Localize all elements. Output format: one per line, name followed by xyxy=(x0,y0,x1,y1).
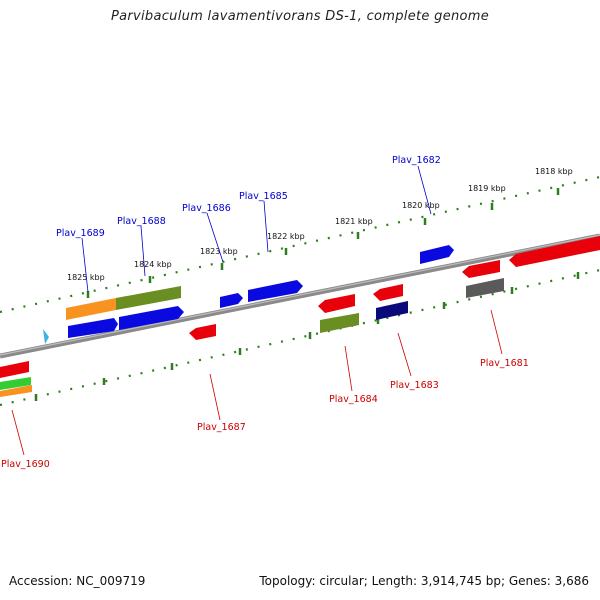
scale-label: 1819 kbp xyxy=(468,184,506,193)
gene-arrow-red[interactable] xyxy=(509,236,600,267)
scale-label: 1822 kbp xyxy=(267,232,305,241)
gene-arrow-red[interactable] xyxy=(0,361,29,378)
outer-tick-track xyxy=(0,175,600,314)
gene-label-forward[interactable]: Plav_1686 xyxy=(182,203,231,214)
major-ticks xyxy=(34,188,580,401)
genome-summary-text: Topology: circular; Length: 3,914,745 bp… xyxy=(259,574,589,588)
scale-label: 1824 kbp xyxy=(134,260,172,269)
gene-arrow-blue[interactable] xyxy=(119,306,184,330)
scale-label: 1820 kbp xyxy=(402,201,440,210)
gene-label-reverse[interactable]: Plav_1681 xyxy=(480,358,529,369)
gene-label-reverse[interactable]: Plav_1687 xyxy=(197,422,246,433)
gene-label-reverse[interactable]: Plav_1690 xyxy=(1,459,50,470)
gene-arrow-red[interactable] xyxy=(189,324,216,340)
forward-genes[interactable] xyxy=(43,245,454,344)
reverse-gene-labels: Plav_1690 Plav_1687 Plav_1684 Plav_1683 … xyxy=(1,309,529,470)
scale-labels: 1825 kbp 1824 kbp 1823 kbp 1822 kbp 1821… xyxy=(67,167,573,282)
gene-arrow-cyan[interactable] xyxy=(43,329,49,344)
gene-arrow-green[interactable] xyxy=(0,377,31,390)
gene-arrow-blue[interactable] xyxy=(248,280,303,302)
accession-text: Accession: NC_009719 xyxy=(9,574,146,588)
gene-label-reverse[interactable]: Plav_1684 xyxy=(329,394,378,405)
gene-label-forward[interactable]: Plav_1689 xyxy=(56,228,105,239)
forward-gene-labels: Plav_1689 Plav_1688 Plav_1686 Plav_1685 … xyxy=(56,155,441,293)
gene-arrow-blue[interactable] xyxy=(420,245,454,264)
scale-label: 1818 kbp xyxy=(535,167,573,176)
gene-arrow-navy[interactable] xyxy=(376,301,408,320)
gene-arrow-orange[interactable] xyxy=(0,385,32,397)
scale-label: 1821 kbp xyxy=(335,217,373,226)
gene-arrow-gray[interactable] xyxy=(466,278,504,298)
gene-arrow-blue[interactable] xyxy=(68,318,118,338)
scale-label: 1825 kbp xyxy=(67,273,105,282)
gene-label-forward[interactable]: Plav_1685 xyxy=(239,191,288,202)
gene-arrow-red[interactable] xyxy=(373,284,403,301)
gene-label-forward[interactable]: Plav_1682 xyxy=(392,155,441,166)
gene-label-forward[interactable]: Plav_1688 xyxy=(117,216,166,227)
gene-arrow-blue[interactable] xyxy=(220,293,243,308)
gene-arrow-orange[interactable] xyxy=(66,298,116,320)
gene-arrow-olive[interactable] xyxy=(116,286,181,310)
gene-arrow-red[interactable] xyxy=(318,294,355,313)
gene-arrow-olive[interactable] xyxy=(320,313,359,333)
reverse-genes[interactable] xyxy=(0,236,600,397)
scale-label: 1823 kbp xyxy=(200,247,238,256)
genome-backbone xyxy=(0,233,600,359)
gene-label-reverse[interactable]: Plav_1683 xyxy=(390,380,439,391)
gene-arrow-red[interactable] xyxy=(462,260,500,278)
map-title: Parvibaculum lavamentivorans DS-1, compl… xyxy=(110,9,490,24)
